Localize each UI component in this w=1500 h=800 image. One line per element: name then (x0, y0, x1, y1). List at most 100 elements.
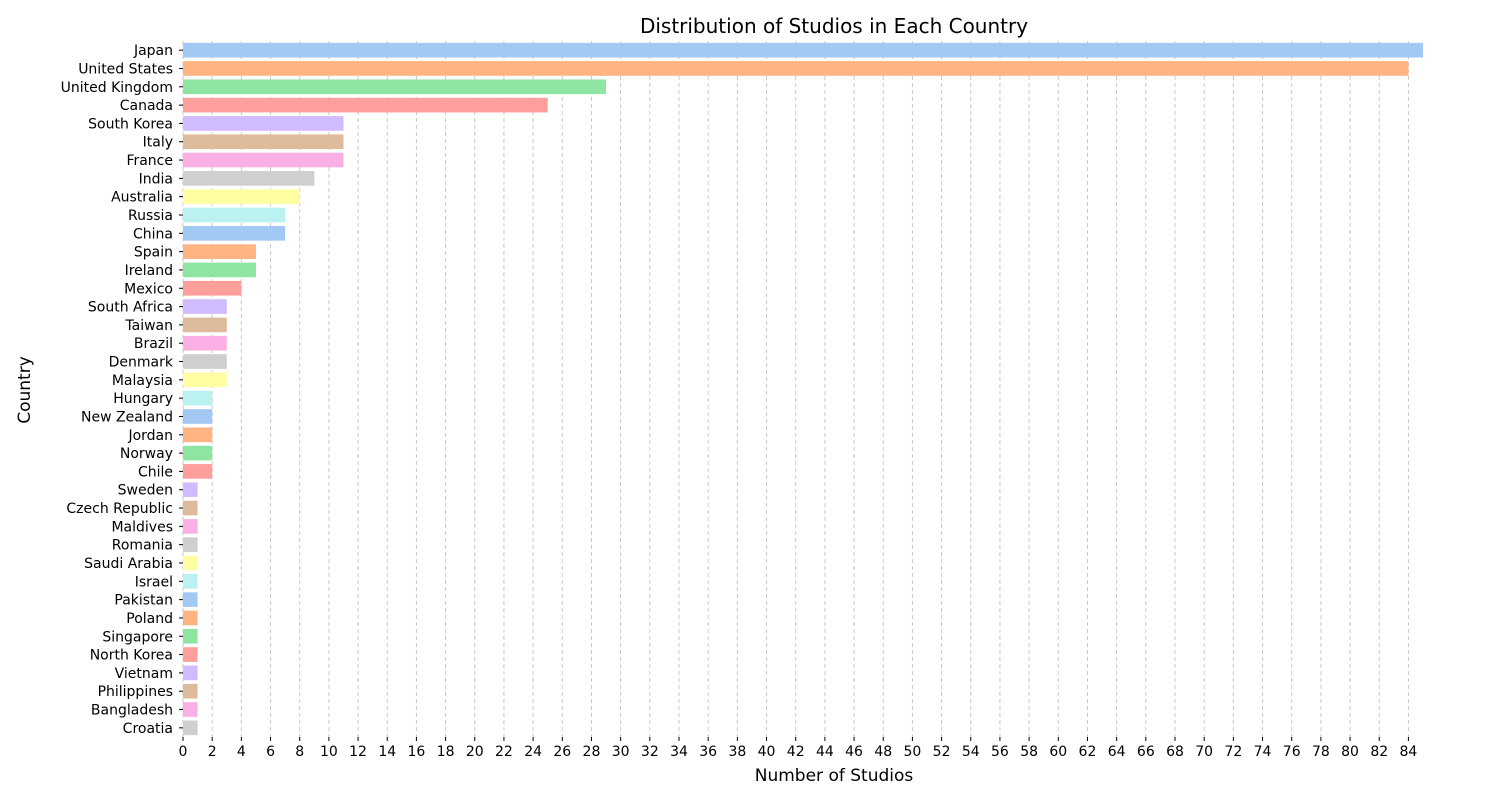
x-tick-label: 6 (266, 744, 275, 760)
x-tick-label: 84 (1399, 744, 1417, 760)
x-tick-label: 34 (670, 744, 688, 760)
y-tick-label: Chile (138, 464, 173, 480)
x-tick-label: 48 (874, 744, 892, 760)
bar-romania (183, 537, 198, 553)
y-tick-label: Maldives (111, 519, 173, 535)
x-tick-label: 76 (1283, 744, 1301, 760)
bar-china (183, 225, 286, 241)
y-tick-label: South Korea (88, 116, 173, 132)
y-tick-label: Pakistan (114, 593, 173, 609)
x-tick-label: 8 (295, 744, 304, 760)
x-tick-label: 0 (179, 744, 188, 760)
bar-hungary (183, 390, 213, 406)
bar-israel (183, 573, 198, 589)
y-tick-label: Sweden (118, 483, 173, 499)
y-tick-label: United States (78, 61, 173, 77)
x-tick-label: 74 (1254, 744, 1272, 760)
bar-poland (183, 610, 198, 626)
x-tick-label: 16 (407, 744, 425, 760)
x-tick-label: 70 (1195, 744, 1213, 760)
bars (183, 42, 1423, 736)
x-tick-label: 54 (962, 744, 980, 760)
y-tick-label: France (126, 153, 173, 169)
x-tick-label: 38 (728, 744, 746, 760)
bar-italy (183, 134, 344, 150)
y-tick-label: Malaysia (112, 373, 173, 389)
y-tick-label: Singapore (102, 629, 173, 645)
x-axis-label: Number of Studios (755, 766, 914, 786)
bar-norway (183, 445, 213, 461)
x-tick-label: 24 (524, 744, 542, 760)
bar-united-kingdom (183, 79, 607, 95)
y-tick-label: United Kingdom (61, 80, 173, 96)
x-tick-label: 82 (1370, 744, 1388, 760)
x-tick-label: 14 (378, 744, 396, 760)
x-tick-label: 30 (612, 744, 630, 760)
bar-malaysia (183, 372, 227, 388)
bar-denmark (183, 354, 227, 369)
y-tick-label: Saudi Arabia (84, 556, 173, 572)
y-tick-label: Norway (120, 446, 173, 462)
y-tick-label: Czech Republic (66, 501, 173, 517)
bar-australia (183, 189, 300, 205)
x-tick-label: 42 (787, 744, 805, 760)
y-tick-labels: Japan United States United Kingdom Canada So… (61, 43, 183, 737)
x-tick-label: 26 (553, 744, 571, 760)
x-tick-label: 36 (699, 744, 717, 760)
y-tick-label: Croatia (123, 721, 173, 737)
y-tick-label: Israel (135, 574, 173, 590)
y-tick-label: Ireland (125, 263, 173, 279)
bar-czech-republic (183, 500, 198, 516)
x-tick-label: 78 (1312, 744, 1330, 760)
x-tick-label: 20 (466, 744, 484, 760)
bar-russia (183, 207, 286, 223)
x-tick-label: 18 (437, 744, 455, 760)
chart-title: Distribution of Studios in Each Country (640, 14, 1028, 38)
x-tick-label: 44 (816, 744, 834, 760)
x-tick-label: 62 (1079, 744, 1097, 760)
bar-south-africa (183, 299, 227, 314)
bar-pakistan (183, 592, 198, 607)
bar-south-korea (183, 116, 344, 131)
grid-lines (182, 41, 1409, 737)
y-tick-label: Brazil (134, 336, 173, 352)
x-tick-label: 56 (991, 744, 1009, 760)
y-tick-label: Australia (111, 190, 173, 206)
bar-taiwan (183, 317, 227, 333)
x-tick-label: 80 (1341, 744, 1359, 760)
x-tick-label: 10 (320, 744, 338, 760)
y-tick-label: Jordan (127, 428, 173, 444)
bar-sweden (183, 482, 198, 498)
bar-maldives (183, 519, 198, 534)
bar-vietnam (183, 665, 198, 681)
y-tick-label: Taiwan (124, 318, 173, 334)
x-tick-label: 50 (903, 744, 921, 760)
x-ticks: 0 2 4 6 8 10 12 14 16 18 20 22 24 26 28 30 32 34 36 38 40 42 4… (179, 737, 1417, 760)
y-tick-label: Italy (143, 135, 173, 151)
bar-jordan (183, 427, 213, 443)
y-tick-label: North Korea (90, 648, 173, 664)
y-tick-label: Denmark (109, 355, 174, 371)
bar-brazil (183, 335, 227, 351)
y-tick-label: Canada (120, 98, 173, 114)
y-tick-label: Japan (133, 43, 173, 59)
bar-new-zealand (183, 409, 213, 424)
bar-united-states (183, 61, 1409, 76)
y-tick-label: Vietnam (115, 666, 173, 682)
bar-ireland (183, 262, 256, 278)
bar-spain (183, 244, 256, 259)
bar-chile (183, 464, 213, 479)
y-tick-label: Mexico (124, 281, 173, 297)
x-tick-label: 52 (933, 744, 951, 760)
bar-bangladesh (183, 702, 198, 717)
x-tick-label: 32 (641, 744, 659, 760)
y-tick-label: India (139, 171, 173, 187)
bar-india (183, 171, 315, 186)
bar-philippines (183, 683, 198, 699)
y-tick-label: Hungary (113, 391, 173, 407)
bar-saudi-arabia (183, 555, 198, 571)
y-tick-label: Russia (128, 208, 173, 224)
y-tick-label: Poland (126, 611, 173, 627)
y-tick-label: New Zealand (81, 409, 173, 425)
x-tick-label: 66 (1137, 744, 1155, 760)
